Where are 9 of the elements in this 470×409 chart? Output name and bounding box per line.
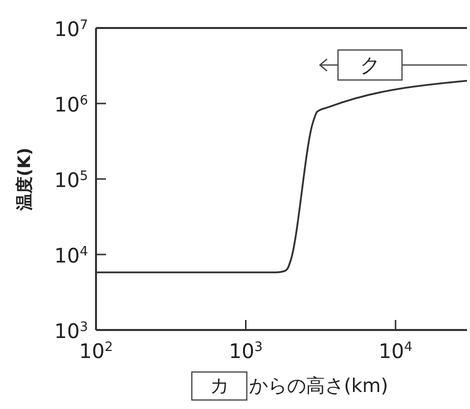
x-tick-label: 10$^{4}$: [378, 339, 412, 363]
y-tick-label: 10$^{4}$: [54, 244, 88, 268]
y-axis-title: 温度(K): [15, 148, 35, 212]
y-tick-label: 10$^{5}$: [54, 168, 88, 192]
annotation: ク: [360, 53, 380, 77]
x-tick-label: 10$^{3}$: [228, 339, 263, 363]
y-tick-label: 10$^{7}$: [54, 17, 88, 41]
x-axis-title: カ からの高さ(km): [210, 375, 388, 397]
y-tick-label: 10$^{6}$: [54, 92, 88, 116]
